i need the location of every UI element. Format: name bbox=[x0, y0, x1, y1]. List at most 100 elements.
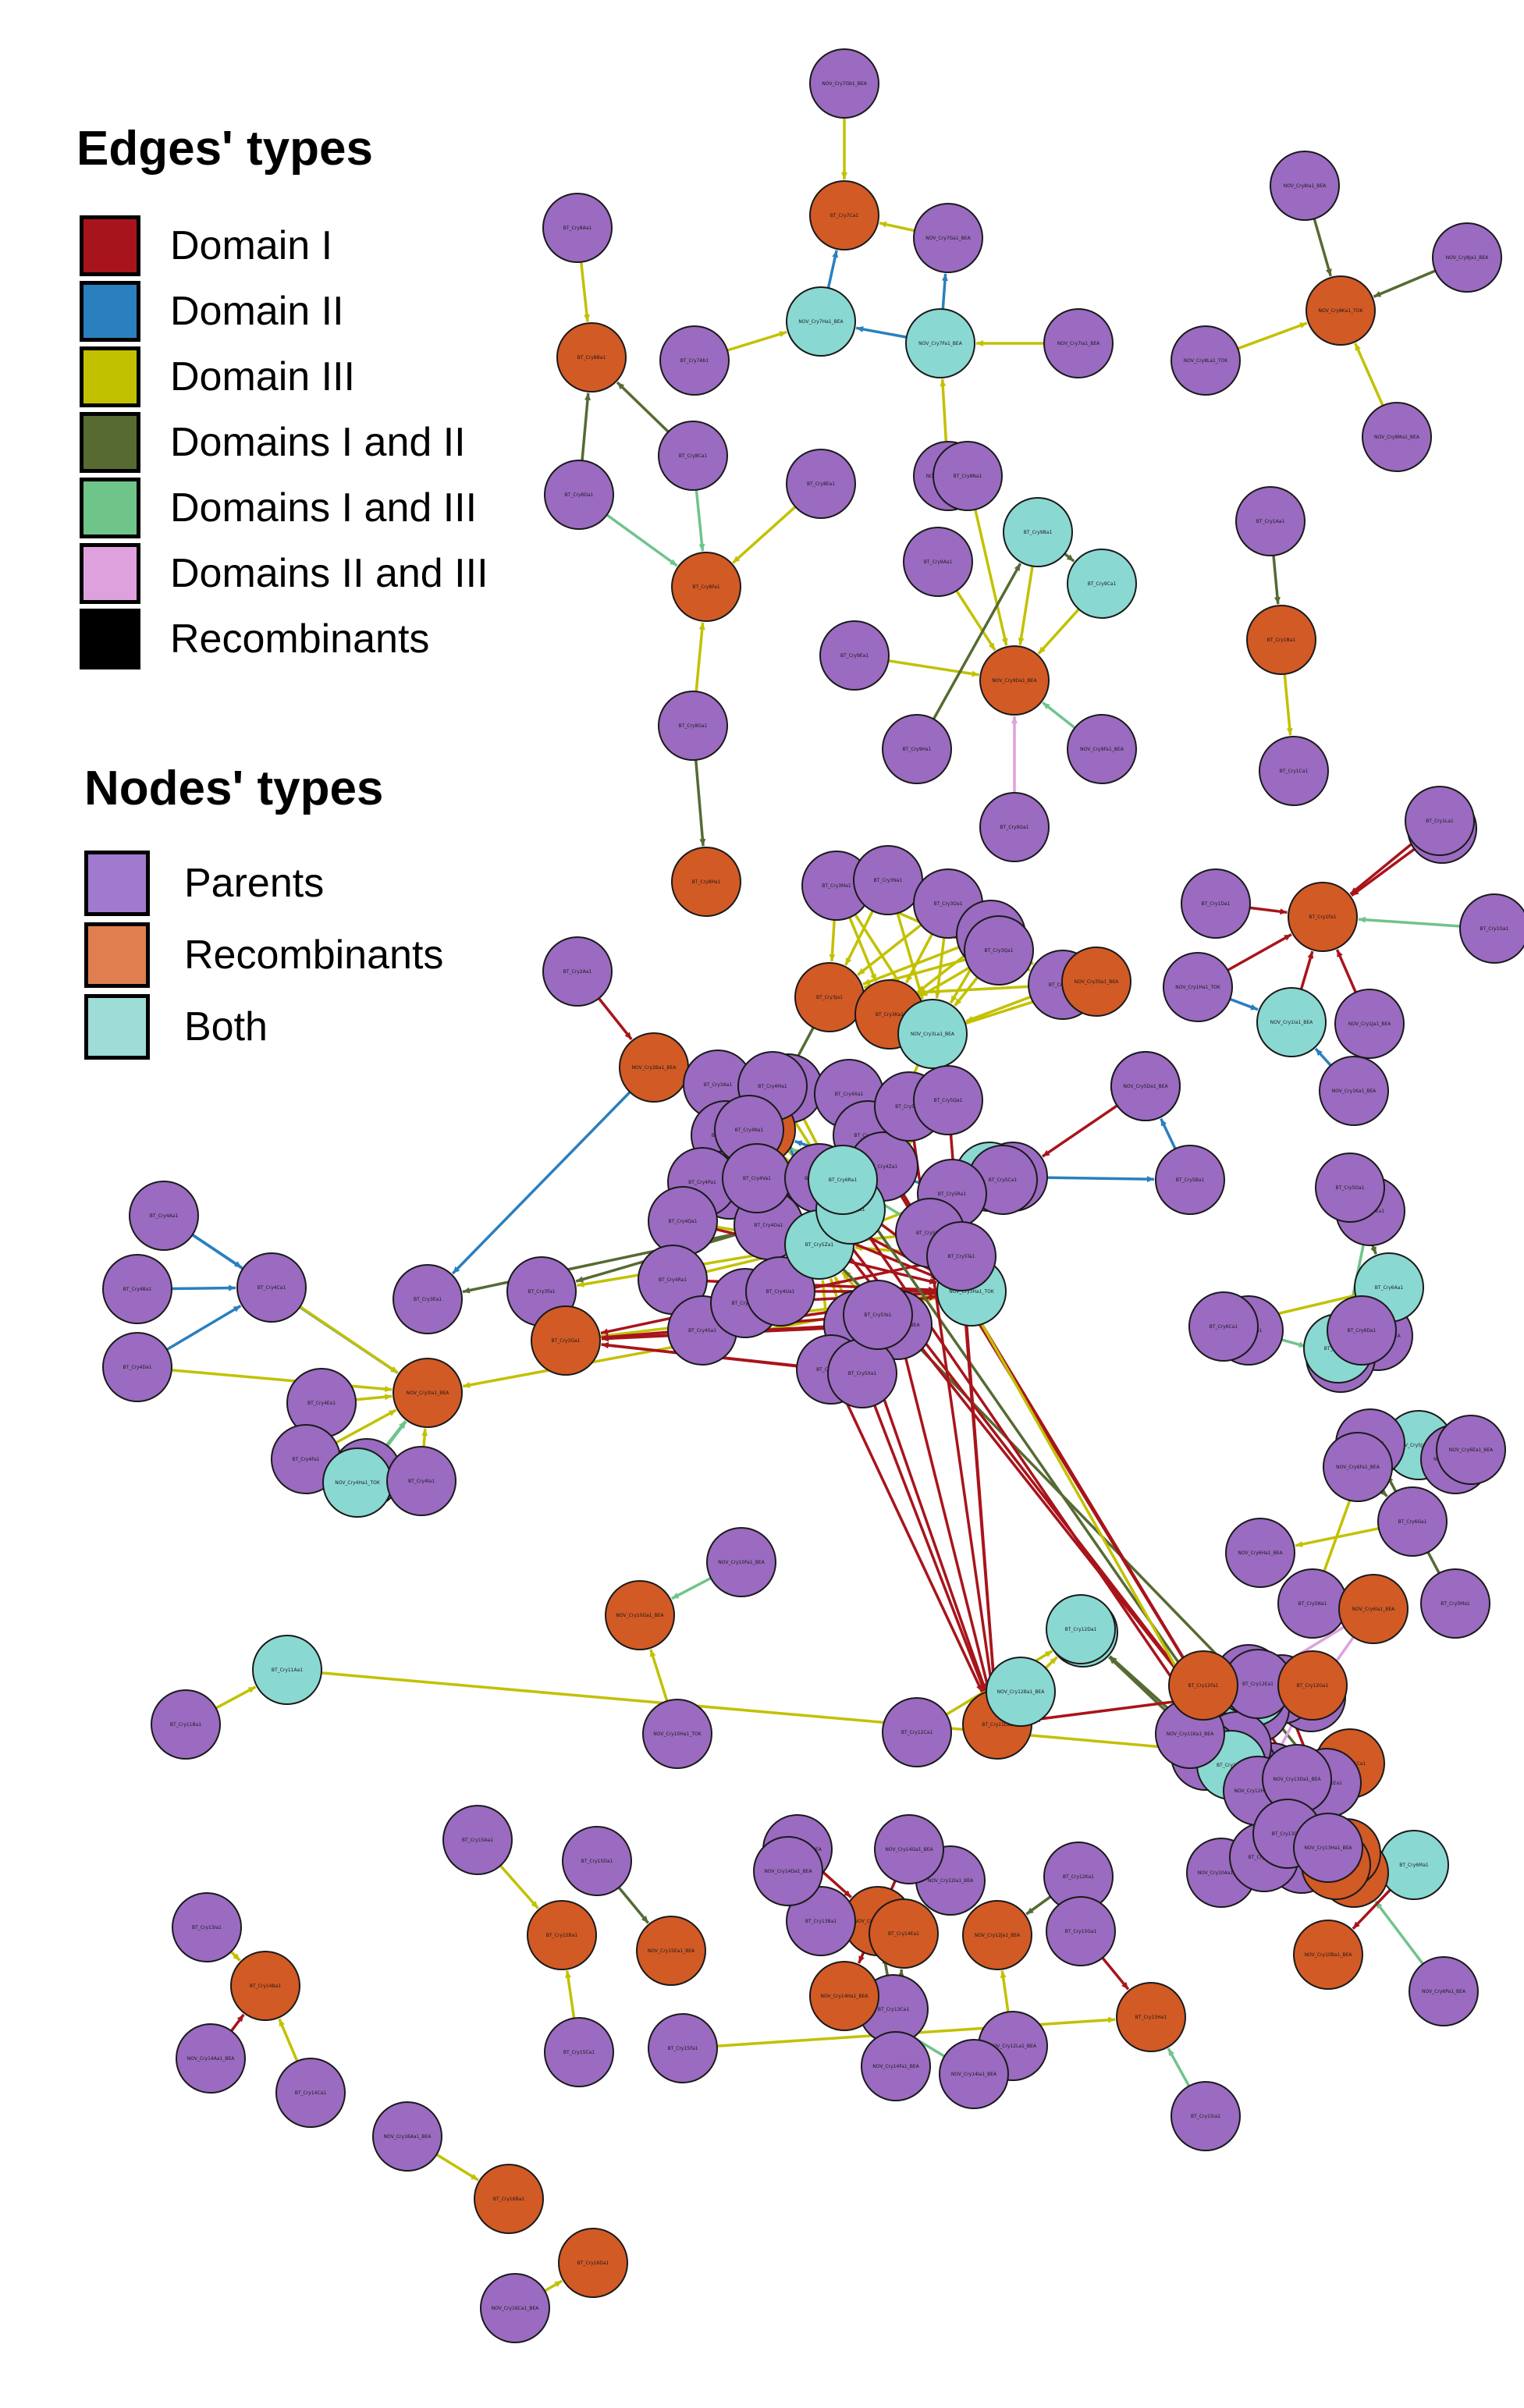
node-n05[interactable]: NOV_Cry7Fa1_BEA bbox=[905, 308, 975, 378]
node-n132[interactable]: NOV_Cry13Da1_BEA bbox=[1262, 1744, 1332, 1814]
node-circle[interactable] bbox=[874, 1814, 944, 1884]
node-circle[interactable] bbox=[1432, 222, 1502, 293]
node-n151[interactable]: NOV_Cry15Ea1_BEA bbox=[636, 1916, 706, 1986]
node-circle[interactable] bbox=[1043, 308, 1114, 378]
node-n87[interactable]: NOV_Cry6Ha1_BEA bbox=[1225, 1518, 1295, 1588]
node-n19[interactable]: NOV_Cry8Ka1_TOK bbox=[1306, 275, 1376, 346]
node-circle[interactable] bbox=[786, 449, 856, 519]
node-circle[interactable] bbox=[843, 1280, 913, 1350]
node-c06[interactable]: BT_Cry4Qa1 bbox=[648, 1186, 718, 1256]
node-circle[interactable] bbox=[562, 1826, 632, 1896]
node-n82[interactable]: BT_Cry6Ca1 bbox=[1188, 1291, 1259, 1362]
node-n02[interactable]: BT_Cry7Ca1 bbox=[809, 180, 879, 250]
node-n07[interactable]: BT_Cry7Ab1 bbox=[659, 325, 730, 396]
node-circle[interactable] bbox=[882, 714, 952, 784]
node-n103[interactable]: NOV_Cry10Ha1_TOK bbox=[642, 1699, 712, 1769]
node-n77[interactable]: BT_Cry5Ma1 bbox=[1420, 1568, 1490, 1639]
node-n86[interactable]: BT_Cry6Ga1 bbox=[1377, 1486, 1448, 1557]
node-circle[interactable] bbox=[1323, 1432, 1393, 1502]
node-n01[interactable]: NOV_Cry7Gb1_BEA bbox=[809, 48, 879, 119]
node-circle[interactable] bbox=[102, 1254, 172, 1324]
node-n36[interactable]: BT_Cry1Fa1 bbox=[1288, 882, 1358, 952]
node-circle[interactable] bbox=[1181, 868, 1251, 939]
node-c20[interactable]: BT_Cry5Ta1 bbox=[926, 1221, 996, 1291]
node-n04[interactable]: NOV_Cry7Ha1_BEA bbox=[786, 286, 856, 357]
node-n61[interactable]: NOV_Cry4Ha1_TOK bbox=[322, 1447, 393, 1518]
node-circle[interactable] bbox=[819, 620, 890, 691]
node-circle[interactable] bbox=[809, 1961, 879, 2031]
node-circle[interactable] bbox=[542, 936, 613, 1007]
node-circle[interactable] bbox=[903, 527, 973, 597]
node-circle[interactable] bbox=[129, 1181, 199, 1251]
node-circle[interactable] bbox=[1259, 736, 1329, 806]
node-n51[interactable]: BT_Cry3Ga1 bbox=[531, 1305, 601, 1376]
node-circle[interactable] bbox=[913, 1065, 983, 1135]
node-n42[interactable]: BT_Cry1La1 bbox=[1405, 786, 1475, 856]
node-c11[interactable]: BT_Cry4Va1 bbox=[722, 1143, 792, 1213]
node-c10[interactable]: BT_Cry4Ua1 bbox=[745, 1256, 815, 1327]
node-circle[interactable] bbox=[658, 691, 728, 761]
node-n139[interactable]: BT_Cry14Ba1 bbox=[230, 1951, 300, 2021]
node-circle[interactable] bbox=[605, 1580, 675, 1650]
node-circle[interactable] bbox=[1306, 275, 1376, 346]
node-n130[interactable]: BT_Cry13Ba1 bbox=[786, 1886, 856, 1956]
node-n79[interactable]: BT_Cry5Oa1 bbox=[1315, 1153, 1385, 1223]
node-circle[interactable] bbox=[1319, 1056, 1389, 1126]
node-n84[interactable]: NOV_Cry6Ea1_BEA bbox=[1436, 1415, 1506, 1485]
node-circle[interactable] bbox=[1315, 1153, 1385, 1223]
node-circle[interactable] bbox=[1270, 151, 1340, 221]
node-n146[interactable]: NOV_Cry14Ia1_BEA bbox=[939, 2039, 1009, 2109]
node-circle[interactable] bbox=[1067, 549, 1137, 619]
node-circle[interactable] bbox=[480, 2273, 550, 2343]
node-n148[interactable]: BT_Cry15Ba1 bbox=[527, 1900, 597, 1970]
node-n10[interactable]: BT_Cry8Ba1 bbox=[556, 322, 627, 392]
node-n27[interactable]: BT_Cry9Ea1 bbox=[819, 620, 890, 691]
node-circle[interactable] bbox=[236, 1252, 307, 1323]
node-circle[interactable] bbox=[706, 1527, 776, 1597]
node-circle[interactable] bbox=[386, 1446, 456, 1516]
node-circle[interactable] bbox=[809, 180, 879, 250]
node-circle[interactable] bbox=[1246, 605, 1316, 675]
node-n20[interactable]: NOV_Cry8La1_TOK bbox=[1171, 325, 1241, 396]
node-n26[interactable]: NOV_Cry9Da1_BEA bbox=[979, 645, 1050, 716]
node-c28[interactable]: BT_Cry6Ra1 bbox=[808, 1145, 878, 1215]
node-n21[interactable]: NOV_Cry8Ma1_BEA bbox=[1362, 402, 1432, 472]
node-n49[interactable]: BT_Cry3Ea1 bbox=[393, 1264, 463, 1334]
node-n119[interactable]: BT_Cry12Da1 bbox=[1046, 1594, 1116, 1664]
node-circle[interactable] bbox=[1235, 486, 1306, 556]
node-n141[interactable]: NOV_Cry14Da1_BEA bbox=[753, 1836, 823, 1906]
node-n32[interactable]: BT_Cry1Ba1 bbox=[1246, 605, 1316, 675]
node-circle[interactable] bbox=[659, 325, 730, 396]
node-circle[interactable] bbox=[1163, 952, 1233, 1022]
node-n157[interactable]: BT_Cry16Ba1 bbox=[474, 2164, 544, 2234]
node-n17[interactable]: NOV_Cry8Ia1_BEA bbox=[1270, 151, 1340, 221]
node-circle[interactable] bbox=[1046, 1896, 1116, 1966]
node-circle[interactable] bbox=[1256, 987, 1327, 1057]
node-n44[interactable]: NOV_Cry2Ba1_BEA bbox=[619, 1032, 689, 1103]
node-circle[interactable] bbox=[1436, 1415, 1506, 1485]
node-circle[interactable] bbox=[1110, 1051, 1181, 1121]
node-circle[interactable] bbox=[979, 645, 1050, 716]
node-circle[interactable] bbox=[1003, 497, 1073, 567]
node-circle[interactable] bbox=[671, 552, 741, 622]
node-circle[interactable] bbox=[1168, 1650, 1238, 1721]
node-n33[interactable]: BT_Cry1Ca1 bbox=[1259, 736, 1329, 806]
node-n149[interactable]: BT_Cry15Ca1 bbox=[544, 2017, 614, 2087]
node-n118[interactable]: BT_Cry12Ca1 bbox=[882, 1697, 952, 1767]
node-n14[interactable]: BT_Cry8Fa1 bbox=[671, 552, 741, 622]
node-n125[interactable]: NOV_Cry12Ja1_BEA bbox=[962, 1900, 1032, 1970]
node-n12[interactable]: BT_Cry8Da1 bbox=[544, 460, 614, 530]
node-n152[interactable]: BT_Cry15Fa1 bbox=[648, 2013, 718, 2083]
node-n105[interactable]: BT_Cry11Ba1 bbox=[151, 1689, 221, 1760]
node-n34[interactable]: BT_Cry1Da1 bbox=[1181, 868, 1251, 939]
node-circle[interactable] bbox=[102, 1332, 172, 1402]
node-circle[interactable] bbox=[531, 1305, 601, 1376]
node-n122[interactable]: BT_Cry12Ga1 bbox=[1277, 1650, 1348, 1721]
node-circle[interactable] bbox=[1362, 402, 1432, 472]
node-circle[interactable] bbox=[861, 2031, 931, 2101]
node-circle[interactable] bbox=[544, 2017, 614, 2087]
node-n138[interactable]: NOV_Cry14Aa1_BEA bbox=[176, 2023, 246, 2094]
node-circle[interactable] bbox=[558, 2228, 628, 2298]
node-n85[interactable]: NOV_Cry6Fa1_BEA bbox=[1323, 1432, 1393, 1502]
node-n150[interactable]: BT_Cry15Da1 bbox=[562, 1826, 632, 1896]
